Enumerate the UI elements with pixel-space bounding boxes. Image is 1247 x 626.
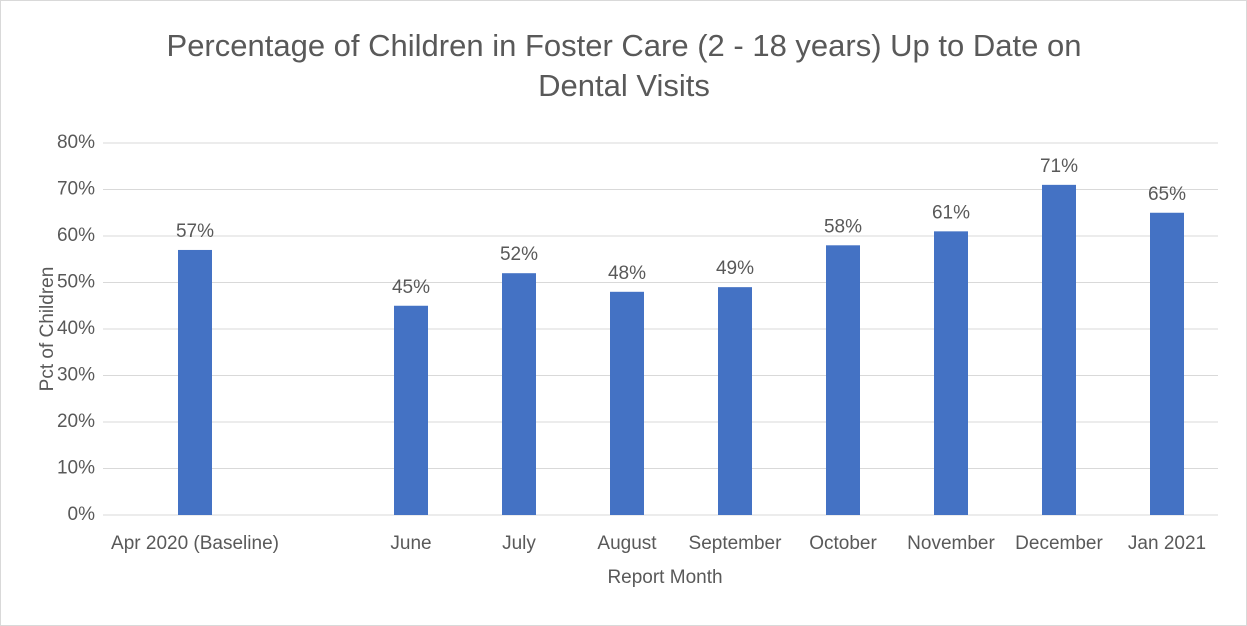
bar (934, 231, 968, 515)
bar (1150, 212, 1184, 515)
x-axis-label: Report Month (607, 567, 722, 588)
chart-title: Percentage of Children in Foster Care (2… (166, 28, 1082, 103)
data-label: 65% (1148, 184, 1186, 205)
data-label: 61% (932, 202, 970, 223)
x-tick-label: August (597, 533, 657, 554)
x-tick-label: September (689, 533, 783, 554)
x-tick-label: Apr 2020 (Baseline) (111, 533, 279, 554)
bar (610, 291, 644, 515)
data-label: 71% (1040, 156, 1078, 177)
x-tick-label: November (907, 533, 995, 554)
bar (1042, 184, 1076, 515)
y-tick-label: 50% (57, 272, 95, 293)
y-tick-label: 60% (57, 225, 95, 246)
y-tick-label: 20% (57, 411, 95, 432)
x-tick-label: December (1015, 533, 1103, 554)
y-tick-label: 0% (68, 504, 96, 525)
y-axis-label: Pct of Children (37, 267, 58, 392)
x-tick-label: Jan 2021 (1128, 533, 1206, 554)
y-tick-label: 30% (57, 365, 95, 386)
y-tick-label: 80% (57, 132, 95, 153)
x-tick-label: October (809, 533, 877, 554)
data-label: 48% (608, 263, 646, 284)
y-tick-label: 40% (57, 318, 95, 339)
bar (394, 305, 428, 515)
data-label: 49% (716, 258, 754, 279)
data-label: 57% (176, 221, 214, 242)
data-label: 52% (500, 244, 538, 265)
bar (502, 273, 536, 515)
x-tick-label: July (502, 533, 536, 554)
bar (718, 287, 752, 515)
bar (826, 245, 860, 516)
y-tick-label: 70% (57, 179, 95, 200)
data-label: 45% (392, 277, 430, 298)
y-tick-label: 10% (57, 458, 95, 479)
data-label: 58% (824, 216, 862, 237)
x-tick-label: June (390, 533, 431, 554)
bar (178, 249, 212, 515)
